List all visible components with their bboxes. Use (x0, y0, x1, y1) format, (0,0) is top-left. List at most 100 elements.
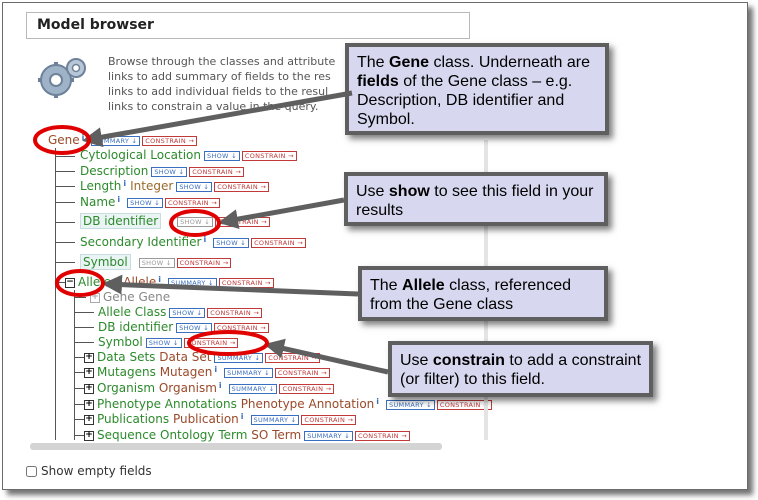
constrain-button[interactable]: CONSTRAIN → (215, 216, 270, 227)
info-icon[interactable]: i (123, 179, 127, 188)
field-label: Cytological Location (80, 148, 202, 162)
intro-line: links to add individual fields to the re… (108, 85, 329, 98)
expand-icon[interactable]: + (84, 413, 94, 425)
tree-line (74, 290, 75, 440)
tree-line (74, 372, 84, 373)
tree-row-reference[interactable]: + Data Sets Data Set SUMMARY ↓ CONSTRAIN → (84, 350, 321, 365)
reference-label[interactable]: Organism (97, 381, 156, 395)
show-button[interactable]: SHOW ↓ (176, 181, 213, 192)
summary-button[interactable]: SUMMARY ↓ (228, 383, 278, 394)
tree-row-reference[interactable]: + Organism Organism i SUMMARY ↓ CONSTRAIN → (84, 381, 335, 396)
info-icon[interactable]: i (376, 397, 380, 406)
intro-line: links to constrain a value in the query. (108, 100, 319, 113)
tree-line (74, 419, 84, 420)
tree-row-gene-gene[interactable]: + Gene Gene (90, 290, 170, 305)
tree-line (55, 242, 75, 243)
expand-icon[interactable]: + (84, 382, 94, 394)
tree-row-reference[interactable]: + Phenotype Annotations Phenotype Annotat… (84, 397, 492, 412)
reference-label[interactable]: Mutagens (97, 365, 156, 379)
intro-line: links to add summary of fields to the re… (108, 70, 331, 83)
constrain-button[interactable]: CONSTRAIN → (241, 150, 297, 161)
constrain-button[interactable]: CONSTRAIN → (142, 135, 198, 146)
tree-line (74, 388, 84, 389)
constrain-button[interactable]: CONSTRAIN → (265, 352, 321, 363)
field-label: Secondary Identifier (80, 235, 202, 249)
constrain-button[interactable]: CONSTRAIN → (301, 414, 357, 425)
summary-button[interactable]: SUMMARY ↓ (167, 277, 217, 288)
tree-row-alleles[interactable]: − Alleles Allele i SUMMARY ↓ CONSTRAIN → (65, 275, 274, 290)
reference-label[interactable]: Publications (97, 412, 170, 426)
constrain-button[interactable]: CONSTRAIN → (183, 337, 239, 348)
constrain-button[interactable]: CONSTRAIN → (251, 237, 306, 248)
reference-type: Data Set (159, 350, 212, 364)
summary-button[interactable]: SUMMARY ↓ (386, 399, 435, 410)
reference-label[interactable]: Data Sets (97, 350, 156, 364)
tree-line (55, 262, 75, 263)
class-label[interactable]: Gene (48, 133, 80, 147)
expand-icon[interactable]: + (84, 398, 94, 410)
constrain-button[interactable]: CONSTRAIN → (436, 399, 492, 410)
info-icon[interactable]: i (117, 195, 121, 204)
tree-row-gene[interactable]: Gene i SUMMARY ↓ CONSTRAIN → (48, 133, 198, 148)
reference-label[interactable]: Sequence Ontology Term (97, 428, 248, 442)
constrain-button[interactable]: CONSTRAIN → (218, 277, 274, 288)
expand-icon[interactable]: + (90, 291, 100, 303)
summary-button[interactable]: SUMMARY ↓ (91, 135, 141, 146)
tree-row-field: Symbol SHOW ↓ CONSTRAIN → (98, 335, 239, 350)
constrain-button[interactable]: CONSTRAIN → (355, 430, 410, 441)
constrain-button[interactable]: CONSTRAIN → (176, 257, 232, 268)
info-icon[interactable]: i (158, 275, 161, 284)
tree-row-field-selected: DB identifier SHOW ↓ CONSTRAIN → (80, 213, 270, 229)
show-button[interactable]: SHOW ↓ (213, 237, 250, 248)
show-button[interactable]: SHOW ↓ (176, 322, 213, 333)
constrain-button[interactable]: CONSTRAIN → (274, 367, 330, 378)
info-icon[interactable]: i (240, 412, 244, 421)
tree-row-reference[interactable]: + Publications Publication i SUMMARY ↓ CONST… (84, 412, 357, 427)
constrain-button[interactable]: CONSTRAIN → (189, 166, 245, 177)
collapse-icon[interactable]: − (65, 276, 75, 288)
info-icon[interactable]: i (218, 381, 222, 390)
reference-label[interactable]: Gene Gene (103, 290, 171, 304)
show-button[interactable]: SHOW ↓ (204, 150, 240, 161)
expand-icon[interactable]: + (84, 366, 94, 378)
summary-button[interactable]: SUMMARY ↓ (224, 367, 273, 378)
tree-line (74, 357, 84, 358)
summary-button[interactable]: SUMMARY ↓ (214, 352, 264, 363)
show-button[interactable]: SHOW ↓ (177, 216, 214, 227)
show-button[interactable]: SHOW ↓ (145, 337, 182, 348)
constrain-button[interactable]: CONSTRAIN → (214, 322, 269, 333)
show-button[interactable]: SHOW ↓ (138, 257, 175, 268)
tree-row-reference[interactable]: + Sequence Ontology Term SO Term SUMMARY ↓… (84, 428, 410, 443)
expand-icon[interactable]: + (84, 351, 94, 363)
constrain-button[interactable]: CONSTRAIN → (279, 383, 335, 394)
reference-label[interactable]: Phenotype Annotations (97, 397, 237, 411)
show-button[interactable]: SHOW ↓ (169, 307, 206, 318)
show-empty-fields-checkbox[interactable] (26, 466, 37, 477)
constrain-button[interactable]: CONSTRAIN → (207, 307, 263, 318)
show-button[interactable]: SHOW ↓ (127, 197, 164, 208)
reference-type: Organism (158, 381, 217, 395)
field-type: Integer (130, 179, 174, 193)
show-empty-fields-label: Show empty fields (41, 464, 152, 478)
constrain-button[interactable]: CONSTRAIN → (214, 181, 270, 192)
info-icon[interactable]: i (81, 133, 85, 142)
horizontal-scrollbar[interactable] (30, 443, 442, 450)
info-icon[interactable]: i (203, 235, 207, 244)
callout-text: of the Gene class – e.g. Description, DB… (357, 73, 573, 128)
tree-row-reference[interactable]: + Mutagens Mutagen i SUMMARY ↓ CONSTRAIN → (84, 365, 330, 380)
show-button[interactable]: SHOW ↓ (151, 166, 188, 177)
tree-line (74, 435, 84, 436)
tree-line (74, 297, 86, 298)
summary-button[interactable]: SUMMARY ↓ (250, 414, 300, 425)
constrain-button[interactable]: CONSTRAIN → (165, 197, 220, 208)
field-label: Name (80, 195, 116, 209)
expand-icon[interactable]: + (84, 429, 94, 441)
show-empty-fields-option[interactable]: Show empty fields (26, 464, 152, 478)
summary-button[interactable]: SUMMARY ↓ (304, 430, 354, 441)
info-icon[interactable]: i (214, 365, 218, 374)
tree-row-field: Length i Integer SHOW ↓ CONSTRAIN → (80, 179, 270, 194)
field-label: Allele Class (98, 305, 167, 319)
tree-line (74, 342, 94, 343)
tree-row-field: Allele Class SHOW ↓ CONSTRAIN → (98, 305, 263, 320)
reference-label[interactable]: Alleles (78, 275, 118, 289)
